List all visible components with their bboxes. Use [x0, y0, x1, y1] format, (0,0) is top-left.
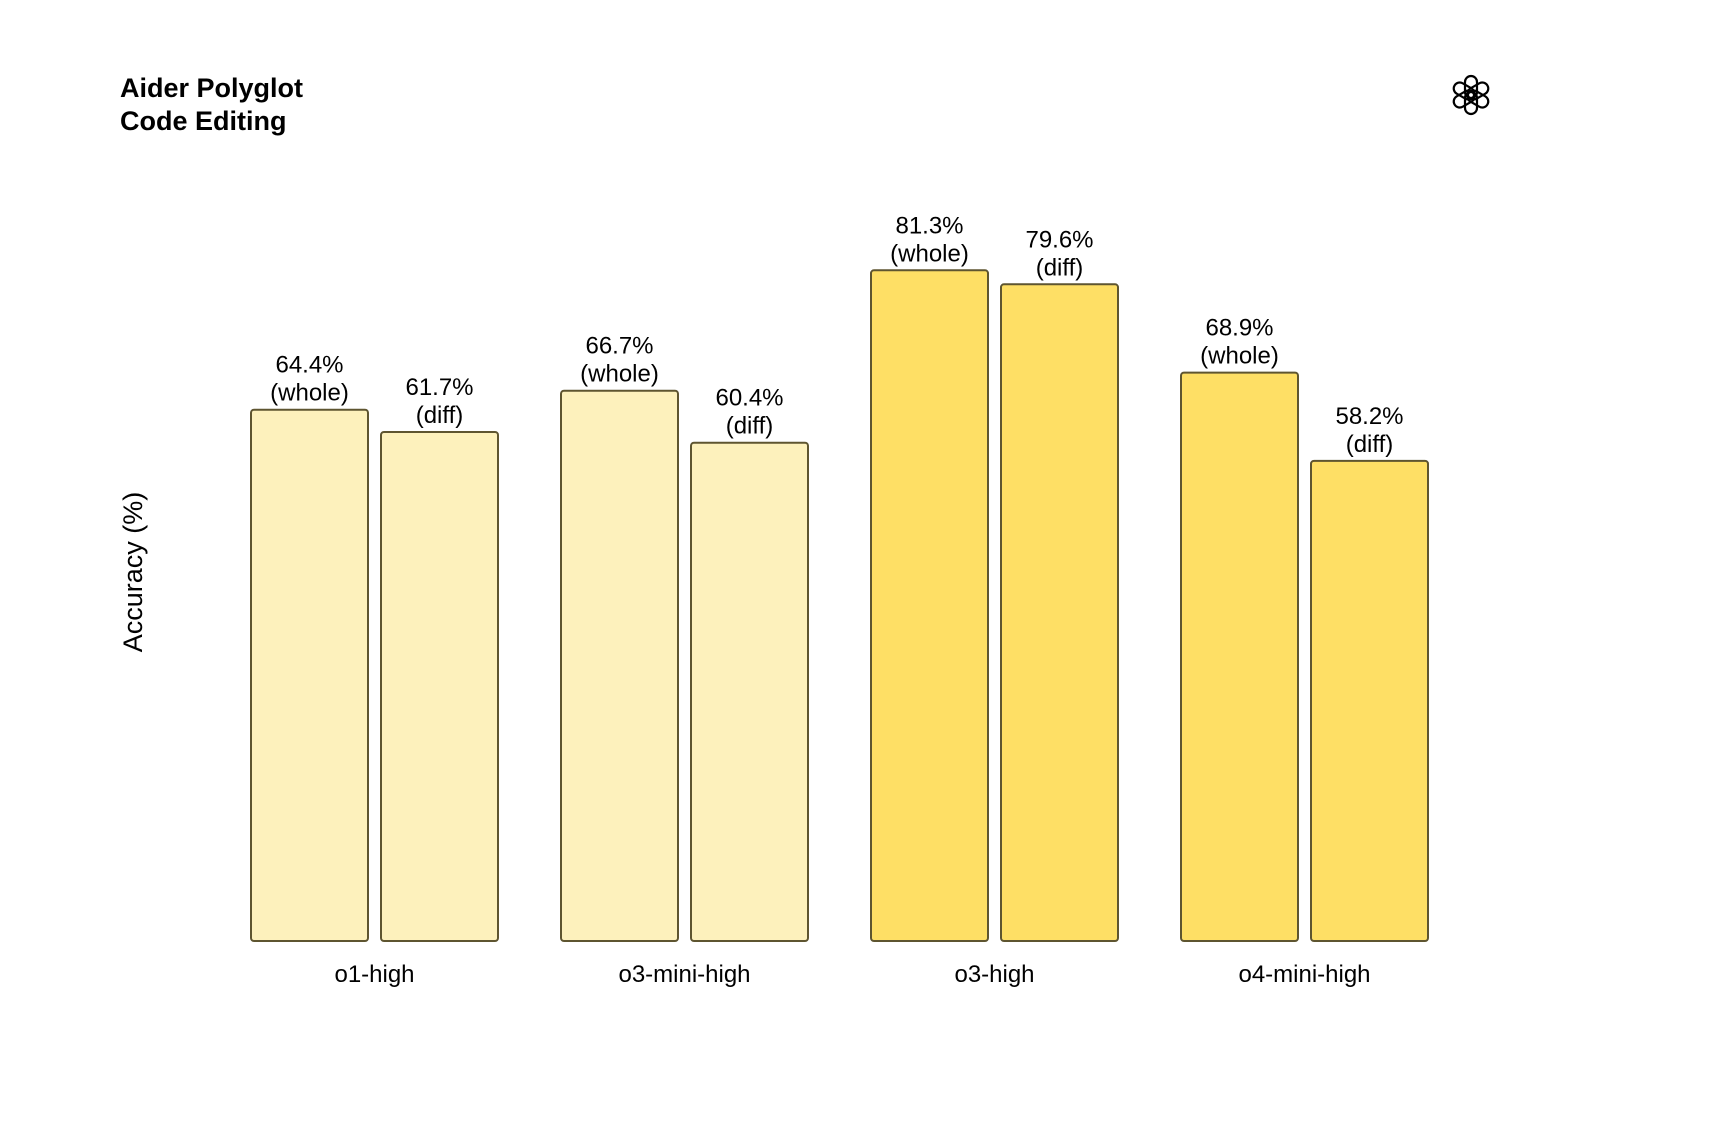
data-label-format: (diff) [1036, 254, 1084, 281]
data-label-format: (diff) [726, 413, 774, 440]
data-label-value: 60.4% [715, 385, 783, 412]
bars-layer [250, 269, 1429, 943]
data-label-format: (diff) [416, 402, 464, 429]
x-tick-label: o1-high [334, 961, 414, 988]
data-label-format: (whole) [270, 380, 349, 407]
openai-logo-icon [1452, 74, 1490, 116]
data-label-value: 61.7% [405, 374, 473, 401]
x-tick-label: o3-high [954, 961, 1034, 988]
data-label-format: (whole) [580, 361, 659, 388]
data-label-format: (whole) [1200, 343, 1279, 370]
chart-title-line-2: Code Editing [120, 106, 287, 136]
bar-o3-mini-high-series-1 [690, 441, 809, 942]
data-label-value: 64.4% [275, 352, 343, 379]
data-label-value: 66.7% [585, 333, 653, 360]
x-tick-label: o4-mini-high [1238, 961, 1370, 988]
bar-o3-mini-high-series-0 [560, 389, 679, 943]
data-label-value: 79.6% [1025, 226, 1093, 253]
bar-o1-high-series-1 [380, 430, 499, 942]
x-tick-label: o3-mini-high [618, 961, 750, 988]
bar-o3-high-series-1 [1000, 283, 1119, 942]
bar-o3-high-series-0 [870, 269, 989, 942]
data-label-value: 58.2% [1335, 403, 1403, 430]
data-label-format: (diff) [1346, 431, 1394, 458]
data-label-format: (whole) [890, 240, 969, 267]
chart-title-line-1: Aider Polyglot [120, 73, 304, 103]
bar-o4-mini-high-series-1 [1310, 459, 1429, 942]
x-tick-labels: o1-high o3-mini-high o3-high o4-mini-high [334, 961, 1370, 988]
chart-title: Aider Polyglot Code Editing [120, 72, 520, 138]
y-axis-label: Accuracy (%) [118, 492, 148, 653]
bar-o4-mini-high-series-0 [1180, 371, 1299, 942]
data-label-value: 81.3% [895, 212, 963, 239]
labels-layer: 64.4%(whole) 61.7%(diff)66.7%(whole)60.4%… [270, 212, 1403, 458]
bar-o1-high-series-0 [250, 408, 369, 942]
data-label-value: 68.9% [1205, 315, 1273, 342]
